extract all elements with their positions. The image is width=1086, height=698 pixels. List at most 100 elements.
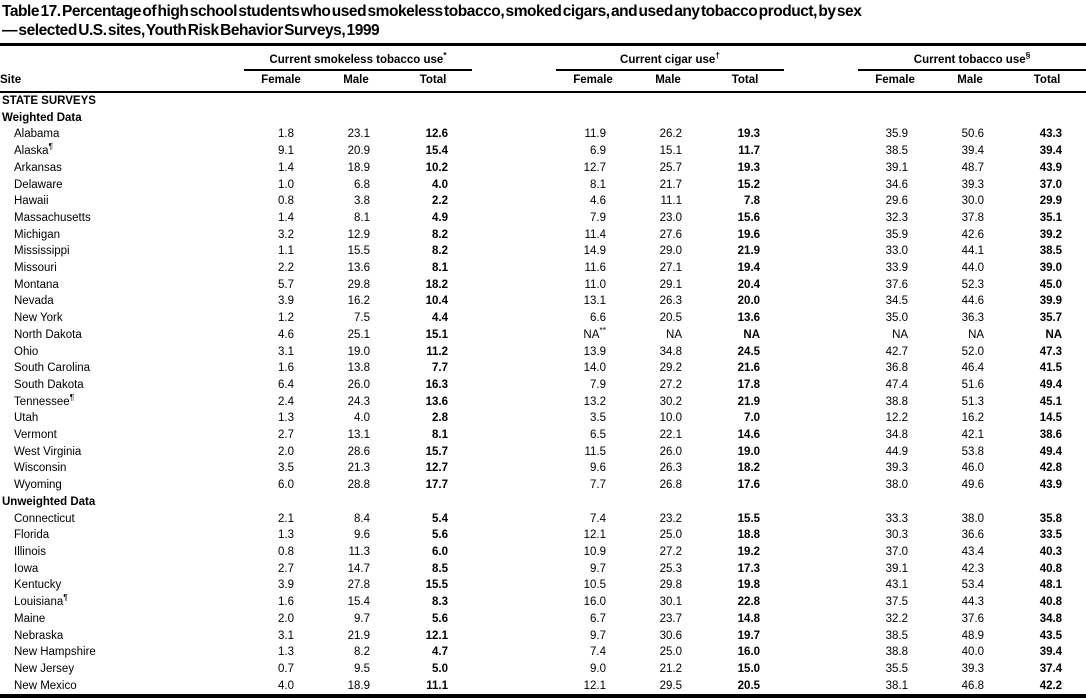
site-cell: North Dakota (14, 328, 82, 341)
footnote-marker-pilcrow: ¶ (48, 141, 54, 152)
value-cell: 11.4 (584, 228, 607, 241)
table-row: Utah 1.3 4.0 2.8 3.5 10.0 7.0 12.2 16.2 14.5 (0, 410, 1086, 427)
gap-cell (784, 577, 858, 594)
table-row: Illinois 0.8 11.3 6.0 10.9 27.2 19.2 37.0 43.4 40… (0, 544, 1086, 561)
site-cell: Wisconsin (14, 462, 67, 475)
gap-cell (784, 427, 858, 444)
value-cell: 4.0 (432, 178, 449, 191)
table-body: STATE SURVEYS Weighted Data Alabama 1.8 23.1… (0, 92, 1086, 696)
value-cell: 12.2 (885, 412, 909, 425)
value-cell: 44.6 (961, 295, 985, 308)
group-header-cigar: Current cigar use† (556, 44, 785, 71)
value-cell: 25.1 (347, 328, 370, 341)
site-cell: Tennessee¶ (14, 391, 75, 408)
gap-cell (472, 260, 556, 277)
value-cell: 7.4 (590, 646, 607, 659)
value-cell: 4.7 (432, 646, 449, 659)
value-cell: 6.0 (432, 545, 449, 558)
table-row: New York 1.2 7.5 4.4 6.6 20.5 13.6 35.0 36.3 35.7 (0, 310, 1086, 327)
value-cell: 18.9 (347, 161, 370, 174)
value-cell: 53.8 (961, 445, 985, 458)
value-cell: 43.9 (1039, 161, 1063, 174)
value-cell: 21.6 (737, 362, 761, 375)
value-cell: 49.4 (1039, 445, 1063, 458)
value-cell: 46.8 (961, 679, 985, 692)
value-cell: 12.9 (347, 228, 370, 241)
value-cell: 14.7 (347, 562, 370, 575)
value-cell: 3.5 (590, 412, 607, 425)
footnote-marker-section: § (1025, 50, 1031, 61)
value-cell: 15.1 (659, 145, 683, 158)
section-heading-label: STATE SURVEYS (2, 95, 96, 107)
value-cell: 39.9 (1039, 295, 1063, 308)
value-cell: 19.4 (737, 262, 761, 275)
value-cell: 15.4 (347, 596, 370, 609)
site-cell: Montana (14, 278, 59, 291)
value-cell: 21.2 (659, 662, 683, 675)
value-cell: 9.7 (354, 612, 370, 625)
value-cell: 40.8 (1039, 596, 1063, 609)
value-cell: 13.2 (583, 395, 607, 408)
value-cell: NA** (583, 325, 607, 341)
site-cell: New Hampshire (14, 646, 96, 659)
value-cell: 0.8 (278, 195, 294, 208)
value-cell: 1.4 (278, 161, 294, 174)
gap-cell (784, 594, 858, 611)
site-cell: Mississippi (14, 245, 70, 258)
value-cell: 28.6 (347, 445, 370, 458)
value-cell: 39.0 (1039, 262, 1063, 275)
value-cell: 37.0 (1039, 178, 1063, 191)
site-cell: Iowa (14, 562, 39, 575)
data-table: Current smokeless tobacco use* Current c… (0, 43, 1086, 698)
table-row: Michigan 3.2 12.9 8.2 11.4 27.6 19.6 35.9 42.6 39… (0, 227, 1086, 244)
value-cell: 13.8 (347, 362, 370, 375)
value-cell: 3.1 (278, 345, 294, 358)
table-row: Nevada 3.9 16.2 10.4 13.1 26.3 20.0 34.5 44.6 39.… (0, 293, 1086, 310)
gap-cell (784, 477, 858, 494)
value-cell: 52.0 (961, 345, 985, 358)
gap-cell (784, 277, 858, 294)
value-cell: 39.4 (1039, 646, 1063, 659)
table-row: Iowa 2.7 14.7 8.5 9.7 25.3 17.3 39.1 42.3 40.8 (0, 561, 1086, 578)
section-subheading-label: Weighted Data (2, 111, 82, 124)
value-cell: 7.0 (744, 412, 761, 425)
value-cell: 7.8 (744, 195, 761, 208)
gap-cell (472, 628, 556, 645)
value-cell: 34.5 (885, 295, 909, 308)
value-cell: NA (892, 328, 909, 341)
value-cell: 38.5 (885, 629, 909, 642)
gap-cell (472, 360, 556, 377)
value-cell: 9.7 (590, 629, 607, 642)
value-cell: 8.1 (432, 429, 449, 442)
gap-cell (784, 344, 858, 361)
value-cell: 11.1 (426, 679, 449, 692)
value-cell: NA (1045, 328, 1063, 341)
value-cell: 37.6 (885, 278, 909, 291)
value-cell: 15.4 (425, 145, 449, 158)
value-cell: NA (666, 328, 683, 341)
site-cell: New Jersey (14, 662, 75, 675)
value-cell: 5.0 (432, 662, 449, 675)
table-row: New Hampshire 1.3 8.2 4.7 7.4 25.0 16.0 38.8 40.… (0, 644, 1086, 661)
value-cell: 15.5 (737, 512, 761, 525)
value-cell: 18.9 (347, 679, 370, 692)
value-cell: 51.3 (961, 395, 985, 408)
value-cell: 38.0 (961, 512, 985, 525)
value-cell: 34.8 (885, 429, 909, 442)
gap-cell (784, 143, 858, 160)
value-cell: 4.0 (278, 679, 294, 692)
gap-cell (472, 177, 556, 194)
gap-cell (472, 577, 556, 594)
value-cell: 8.4 (354, 512, 370, 525)
value-cell: 8.1 (590, 178, 607, 191)
value-cell: 11.0 (584, 278, 607, 291)
gap-cell (784, 126, 858, 143)
footnote-marker-dagger: † (715, 50, 721, 61)
value-cell: 6.5 (590, 429, 607, 442)
value-cell: 4.9 (432, 211, 449, 224)
value-cell: 39.1 (885, 562, 909, 575)
gap-cell (472, 243, 556, 260)
value-cell: 15.0 (737, 662, 761, 675)
value-cell: 25.3 (659, 562, 683, 575)
col-header-female-1: Female (244, 70, 318, 93)
